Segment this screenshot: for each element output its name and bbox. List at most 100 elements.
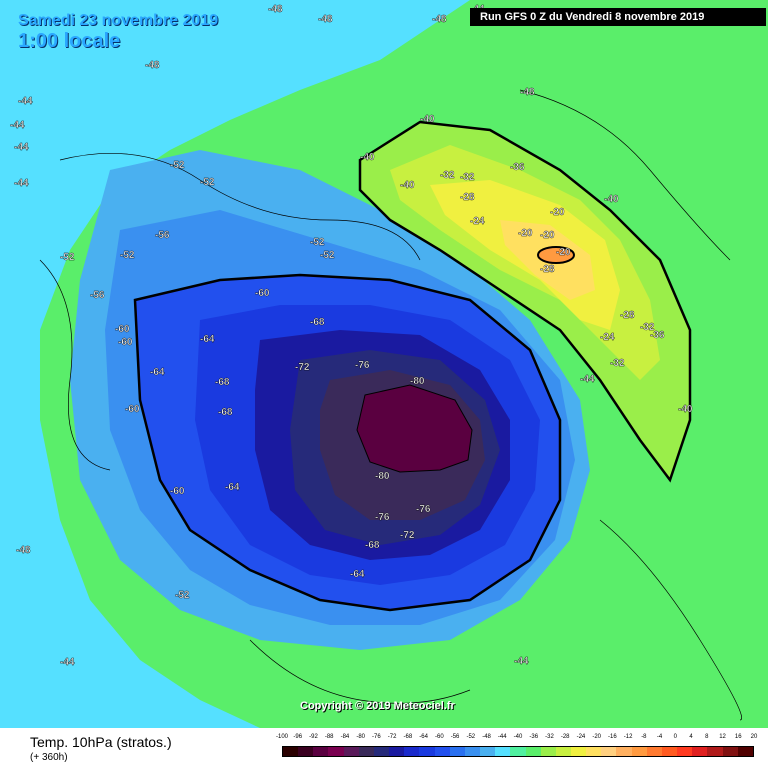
temperature-value-label: -20 xyxy=(518,228,533,239)
temperature-value-label: -76 xyxy=(375,512,390,523)
copyright-text: Copyright © 2019 Meteociel.fr xyxy=(300,700,455,712)
legend-swatch xyxy=(389,747,405,756)
temperature-value-label: -44 xyxy=(514,656,529,667)
legend-swatch xyxy=(586,747,602,756)
legend-swatch xyxy=(419,747,435,756)
temperature-value-label: -28 xyxy=(620,310,635,321)
legend-tick-label: 8 xyxy=(705,734,709,740)
temperature-value-label: -24 xyxy=(600,332,615,343)
vortex-core xyxy=(356,384,473,473)
temperature-value-label: -60 xyxy=(125,404,140,415)
temperature-value-label: -44 xyxy=(18,96,33,107)
legend-tick-label: 20 xyxy=(750,734,758,740)
temperature-value-label: -64 xyxy=(150,367,165,378)
temperature-value-label: -56 xyxy=(90,290,105,301)
legend-swatch xyxy=(692,747,708,756)
legend-tick-label: -100 xyxy=(275,734,289,740)
legend-tick-label: -28 xyxy=(560,734,570,740)
temperature-value-label: -60 xyxy=(170,486,185,497)
temperature-value-label: -48 xyxy=(268,4,283,15)
temperature-value-label: -32 xyxy=(460,172,475,183)
temperature-value-label: -20 xyxy=(540,230,555,241)
temperature-value-label: -76 xyxy=(416,504,431,515)
legend-tick-label: -40 xyxy=(513,734,523,740)
temperature-value-label: -40 xyxy=(678,404,693,415)
temperature-value-label: -68 xyxy=(310,317,325,328)
legend-tick-label: -12 xyxy=(623,734,633,740)
legend-swatch xyxy=(646,747,662,756)
temperature-value-label: -80 xyxy=(410,376,425,387)
temperature-value-label: -40 xyxy=(604,194,619,205)
temperature-value-label: -52 xyxy=(320,250,335,261)
temperature-value-label: -28 xyxy=(540,264,555,275)
temperature-value-label: -60 xyxy=(115,324,130,335)
temperature-value-label: -52 xyxy=(170,160,185,171)
legend-tick-label: -72 xyxy=(387,734,397,740)
temperature-value-label: -32 xyxy=(610,358,625,369)
forecast-lead: (+ 360h) xyxy=(30,752,68,763)
temperature-value-label: -36 xyxy=(510,162,525,173)
legend-swatch xyxy=(313,747,329,756)
legend-swatch xyxy=(404,747,420,756)
legend-swatch xyxy=(525,747,541,756)
legend-ticks: -100 -96 -92 -88 -84 -80 -76 -72 -68 -64 -60 -56 -52… xyxy=(276,734,757,744)
legend-swatch xyxy=(601,747,617,756)
temperature-value-label: -80 xyxy=(375,471,390,482)
coastlines xyxy=(39,89,742,721)
forecast-date: Samedi 23 novembre 2019 xyxy=(18,12,219,29)
legend-swatch xyxy=(480,747,496,756)
legend-tick-label: -88 xyxy=(324,734,334,740)
temperature-value-label: -64 xyxy=(200,334,215,345)
legend-tick-label: 0 xyxy=(673,734,677,740)
temperature-value-label: -44 xyxy=(14,142,29,153)
chart-title: Temp. 10hPa (stratos.) xyxy=(30,734,172,750)
temperature-value-label: -68 xyxy=(218,407,233,418)
legend-swatch xyxy=(283,747,299,756)
legend-swatch xyxy=(495,747,511,756)
legend-tick-label: -44 xyxy=(497,734,507,740)
temperature-value-label: -44 xyxy=(10,120,25,131)
legend-tick-label: -20 xyxy=(592,734,601,740)
legend-tick-label: -76 xyxy=(372,734,381,740)
temperature-value-label: -52 xyxy=(310,237,325,248)
legend-tick-label: -4 xyxy=(656,734,663,740)
legend-tick-label: -60 xyxy=(434,734,444,740)
temperature-value-label: -72 xyxy=(295,362,310,373)
forecast-local-time: 1:00 locale xyxy=(18,30,121,52)
temperature-value-label: -68 xyxy=(365,540,380,551)
legend-tick-label: -96 xyxy=(293,734,303,740)
legend-swatch xyxy=(464,747,481,756)
legend-tick-label: -52 xyxy=(466,734,476,740)
temperature-value-label: -52 xyxy=(60,252,75,263)
legend-tick-label: -8 xyxy=(641,734,647,740)
temperature-value-label: -40 xyxy=(400,180,415,191)
temperature-value-label: -44 xyxy=(14,178,29,189)
legend-tick-label: -36 xyxy=(529,734,539,740)
legend-swatch xyxy=(358,747,374,756)
temperature-value-label: -76 xyxy=(355,360,370,371)
temperature-value-label: -56 xyxy=(155,230,170,241)
legend-swatch xyxy=(449,747,465,756)
legend-tick-label: -84 xyxy=(340,734,350,740)
legend-swatch xyxy=(737,747,753,756)
model-run-label: Run GFS 0 Z du Vendredi 8 novembre 2019 xyxy=(470,8,766,26)
legend-swatch xyxy=(570,747,587,756)
temperature-value-label: -48 xyxy=(145,60,160,71)
temperature-value-label: -64 xyxy=(225,482,240,493)
temperature-value-label: -60 xyxy=(255,288,270,299)
legend-tick-label: -56 xyxy=(450,734,460,740)
forecast-header: Samedi 23 novembre 2019 1:00 locale xyxy=(18,12,218,53)
temperature-value-label: -36 xyxy=(650,330,665,341)
temperature-value-label: -52 xyxy=(200,177,215,188)
temperature-value-label: -52 xyxy=(120,250,135,261)
temperature-value-label: -20 xyxy=(556,247,571,258)
legend-tick-label: -48 xyxy=(482,734,491,740)
legend-swatch xyxy=(631,747,647,756)
legend-swatch xyxy=(328,747,344,756)
legend-swatch xyxy=(343,747,359,756)
legend-tick-label: -24 xyxy=(576,734,586,740)
temperature-value-label: -48 xyxy=(520,87,535,98)
legend-tick-label: 4 xyxy=(689,734,693,740)
temperature-value-label: -48 xyxy=(16,545,31,556)
footer-bar: Temp. 10hPa (stratos.) (+ 360h) -100 -96 -… xyxy=(0,728,768,768)
